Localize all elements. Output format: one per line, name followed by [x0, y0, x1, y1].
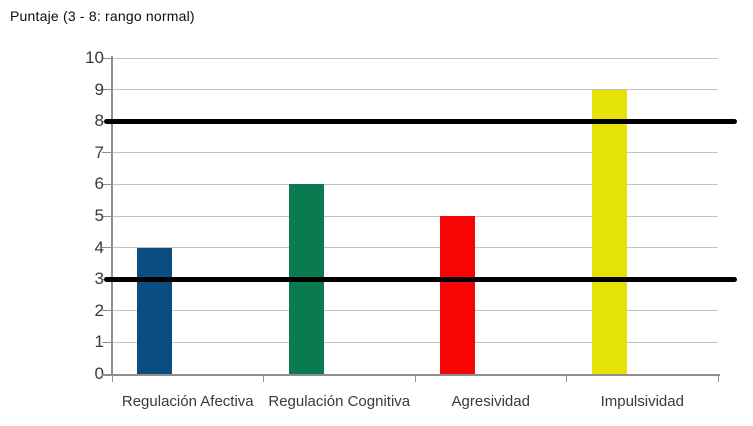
gridline	[112, 310, 718, 312]
gridline	[112, 152, 718, 154]
bar-regulacion-afectiva	[137, 247, 172, 374]
x-axis-line	[102, 374, 720, 376]
y-tick-label: 1	[94, 332, 104, 352]
gridline	[112, 89, 718, 91]
gridline	[112, 341, 718, 343]
y-tick	[102, 310, 112, 312]
y-tick-label: 0	[94, 364, 104, 383]
y-tick-label: 3	[94, 269, 104, 289]
x-tick	[414, 374, 416, 382]
y-tick-label: 7	[94, 142, 104, 162]
x-tick	[566, 374, 567, 382]
y-tick	[102, 183, 112, 185]
x-tick	[263, 374, 264, 382]
x-category-label-agresividad: Agresividad	[451, 393, 530, 410]
y-tick-label: 10	[85, 48, 104, 67]
reference-line-8	[104, 118, 737, 124]
y-tick-label: 9	[94, 79, 104, 99]
x-tick	[717, 374, 719, 382]
y-tick-label: 6	[94, 174, 104, 194]
chart-title: Puntaje (3 - 8: rango normal)	[10, 8, 195, 24]
gridline	[112, 247, 718, 249]
y-tick-label: 2	[94, 300, 104, 320]
x-tick	[111, 374, 113, 382]
gridline	[112, 57, 718, 59]
y-axis-line	[111, 56, 113, 376]
bar-agresividad	[440, 216, 475, 374]
y-tick-label: 8	[94, 111, 104, 131]
reference-line-3	[104, 276, 737, 282]
bar-impulsividad	[591, 89, 627, 374]
y-tick	[102, 247, 112, 249]
y-tick-label: 5	[94, 206, 104, 225]
y-tick	[102, 89, 112, 91]
gridline	[112, 215, 718, 217]
x-category-label-impulsividad: Impulsividad	[600, 393, 684, 410]
y-tick	[102, 341, 112, 343]
x-category-label-regulacion-afectiva: Regulación Afectiva	[121, 393, 254, 410]
y-tick-label: 4	[94, 237, 104, 257]
y-tick	[102, 152, 112, 154]
x-category-label-regulacion-cognitiva: Regulación Cognitiva	[268, 393, 411, 410]
gridline	[112, 183, 718, 185]
y-tick	[102, 215, 112, 217]
y-tick	[102, 57, 112, 59]
